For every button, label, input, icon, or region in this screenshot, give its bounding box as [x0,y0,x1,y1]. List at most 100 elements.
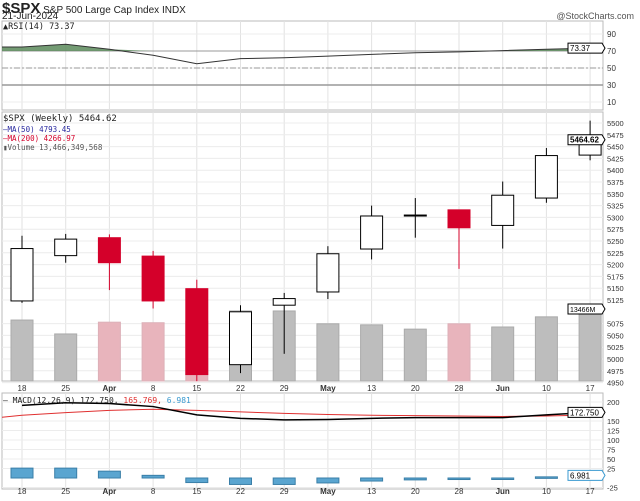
rsi-tick-label: 30 [607,81,616,90]
candle-body [316,253,340,293]
candle-body [185,288,209,376]
price-tick-label: 5450 [607,143,624,152]
volume-bar [534,316,558,382]
date-axis-label: 8 [151,384,156,393]
date-axis-label: 25 [61,487,70,496]
price-tick-label: 5250 [607,237,624,246]
price-legend: $SPX (Weekly) 5464.62 [3,114,117,124]
date-axis-label: 20 [411,384,420,393]
date-axis-label: 8 [151,487,156,496]
candle-body [534,155,558,199]
macd-histogram-bar [360,477,384,482]
macd-histogram-bar [272,477,296,485]
macd-histogram-bar [97,470,121,479]
rsi-icon: ▲ [3,22,9,32]
macd-tick-label: 75 [607,446,615,455]
date-axis-label: 10 [542,487,551,496]
rsi-tick-label: 50 [607,64,616,73]
macd-value-flag [567,406,606,418]
macd-tick-label: 200 [607,398,620,407]
volume-icon: ▮ [3,143,8,152]
price-tick-label: 5200 [607,261,624,270]
candle-body [491,194,515,226]
rsi-legend: ▲RSI(14) 73.37 [3,22,75,32]
macd-legend: — MACD(12,26,9) 172.750, 165.769, 6.981 [3,396,191,405]
macd-signal-line [2,408,591,418]
macd-histogram-bar [491,477,515,480]
rsi-value-flag [567,42,606,54]
price-tick-label: 4975 [607,367,624,376]
candle-body [403,214,427,217]
date-axis-label: 10 [542,384,551,393]
date-axis-label: 13 [367,384,376,393]
date-axis-label: 18 [18,384,27,393]
price-tick-label: 5375 [607,178,624,187]
candle-body [229,311,252,366]
volume-bar [360,324,384,382]
volume-bar [491,326,515,382]
volume-bar [403,328,427,382]
macd-tick-label: 150 [607,417,620,426]
candle-body [272,298,296,306]
volume-bar [10,319,34,382]
date-axis-label: 29 [280,384,289,393]
macd-tick-label: 50 [607,455,615,464]
macd-tick-label: -25 [607,484,618,493]
candle-body [447,209,471,229]
price-tick-label: 5425 [607,154,624,163]
price-tick-label: 5275 [607,225,624,234]
date-axis-label: 15 [192,384,201,393]
macd-histogram-bar [10,467,34,479]
volume-bar [447,323,471,382]
exchange: INDX [161,5,186,16]
price-value-flag [567,134,606,146]
histogram-value-flag [567,469,606,481]
date-axis-label: May [320,487,336,496]
macd-tick-label: 25 [607,465,615,474]
date-axis-label: 28 [455,487,464,496]
candle-body [54,238,78,257]
rsi-tick-label: 90 [607,30,616,39]
candle-body [10,248,34,302]
date-axis-label: Jun [496,487,510,496]
price-tick-label: 5025 [607,343,624,352]
volume-bar [141,322,165,382]
macd-histogram-bar [185,477,209,484]
date-axis-label: May [320,384,336,393]
date-axis-label: 20 [411,487,420,496]
rsi-tick-label: 70 [607,47,616,56]
macd-histogram-bar [403,477,427,481]
date-axis-label: 15 [192,487,201,496]
volume-bar [54,333,78,382]
price-tick-label: 5225 [607,249,624,258]
candle-body [97,237,121,264]
date-axis-label: 28 [455,384,464,393]
chart-date: 21-Jun-2024 [2,11,59,22]
price-tick-label: 5500 [607,119,624,128]
price-tick-label: 5400 [607,166,624,175]
watermark: @StockCharts.com [556,11,634,21]
rsi-line [2,43,591,65]
price-tick-label: 5075 [607,320,624,329]
date-axis-label: 29 [280,487,289,496]
date-axis-label: Jun [496,384,510,393]
macd-histogram-bar [141,474,165,479]
date-axis-label: Apr [103,384,117,393]
candle-body [360,215,384,250]
price-tick-label: 4950 [607,379,624,388]
macd-panel [1,392,604,490]
ma200-legend: —MA(200) 4266.97 [3,134,76,143]
volume-bar [316,323,340,382]
date-axis-label: Apr [103,487,117,496]
date-axis-label: 18 [18,487,27,496]
date-axis-label: 13 [367,487,376,496]
date-axis-label: 17 [586,384,595,393]
date-axis-label: 22 [236,487,245,496]
price-tick-label: 5175 [607,272,624,281]
volume-legend: ▮Volume 13,466,349,568 [3,143,103,152]
candle-body [141,255,165,302]
price-tick-label: 5475 [607,131,624,140]
macd-tick-label: 125 [607,427,620,436]
price-tick-label: 5000 [607,355,624,364]
